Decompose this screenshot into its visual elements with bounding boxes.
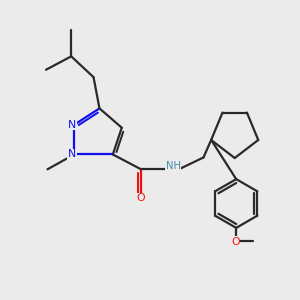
- Text: N: N: [68, 149, 76, 160]
- Text: O: O: [231, 237, 240, 247]
- Text: NH: NH: [166, 161, 181, 171]
- Text: N: N: [68, 120, 76, 130]
- Text: O: O: [136, 193, 145, 203]
